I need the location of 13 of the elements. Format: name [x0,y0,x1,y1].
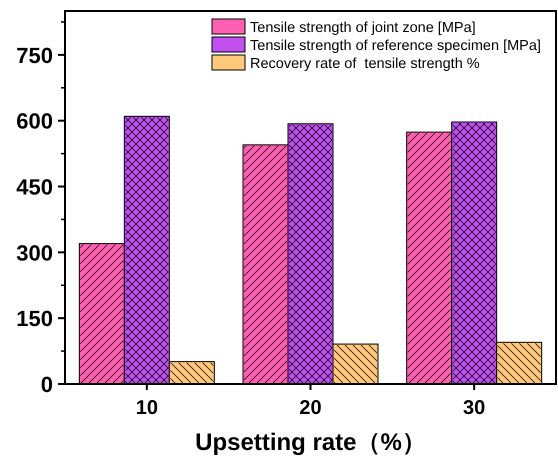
legend-label: Tensile strength of joint zone [MPa] [250,20,476,36]
y-tick-label: 600 [16,108,53,134]
y-tick-label: 150 [16,306,53,332]
x-axis-title: Upsetting rate（%） [195,429,426,456]
x-tick-label: 30 [463,397,486,419]
y-tick-label: 0 [40,372,53,397]
x-tick-label: 20 [299,397,322,419]
y-tick-label: 450 [16,174,53,200]
x-tick-label: 10 [136,397,158,419]
legend-label: Recovery rate of tensile strength % [250,56,480,72]
y-tick-label: 750 [16,42,53,68]
y-tick-label: 300 [16,240,53,266]
legend-label: Tensile strength of reference specimen [MPa] [250,38,541,54]
